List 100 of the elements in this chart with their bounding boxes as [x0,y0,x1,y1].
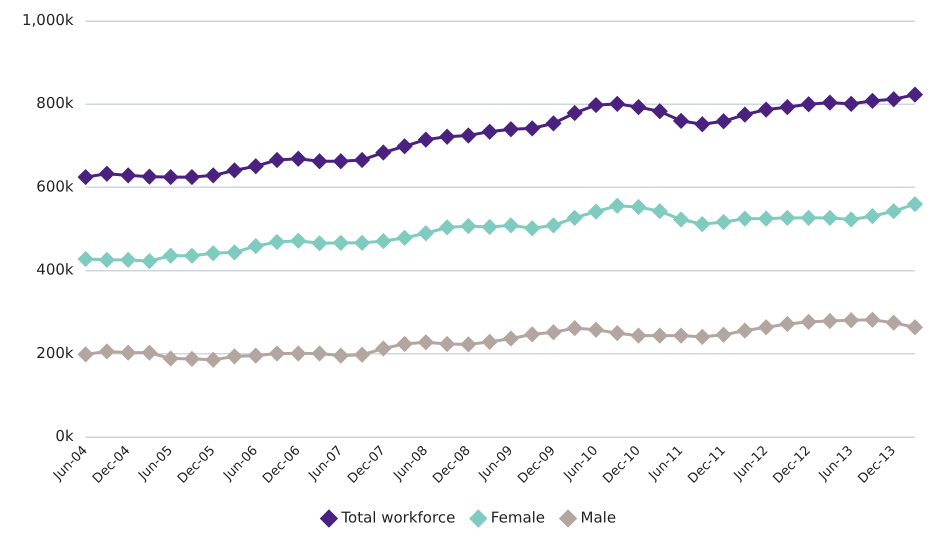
point [290,233,306,248]
point [524,326,540,342]
point [801,210,816,226]
point [333,235,348,250]
point [78,170,94,185]
point [460,336,476,352]
point [248,238,264,254]
point [631,328,646,344]
point [546,116,561,131]
point [248,348,264,364]
point [290,346,306,362]
y-tick-label: 0k [55,427,74,446]
point [482,124,498,140]
point [716,327,732,342]
y-tick-label: 1,000k [22,10,74,29]
legend-label: Total workforce [340,508,456,526]
point [652,328,668,344]
point [99,344,114,359]
point [418,226,434,241]
point [120,252,136,268]
point [588,322,604,338]
point [631,100,646,115]
point [270,152,285,168]
point [844,312,859,328]
y-tick-label: 400k [36,260,74,279]
point [610,326,625,341]
point [652,104,668,119]
point [844,212,859,228]
point [142,254,157,269]
point [440,336,455,352]
point [78,252,94,267]
point [610,96,625,112]
point [588,98,604,113]
point [290,151,306,166]
point [674,113,689,128]
point [99,252,114,268]
point [397,336,412,352]
point [758,320,774,335]
point [780,210,795,226]
point [270,234,285,250]
y-tick-label: 800k [36,94,74,112]
point [694,216,710,232]
point [588,204,604,220]
point [312,154,328,169]
point [440,129,455,144]
point [907,87,922,102]
point [120,345,136,360]
point [312,236,328,251]
point [886,315,902,330]
point [418,334,434,350]
point [822,210,838,226]
point [610,198,625,214]
point [184,248,200,264]
point [907,320,922,335]
point [333,154,348,169]
point [482,220,498,235]
point [716,214,732,230]
point [864,312,880,328]
point [99,166,114,182]
point [163,170,178,185]
point [652,204,668,219]
point [482,334,498,350]
point [206,352,221,368]
point [907,196,922,212]
point [376,234,391,249]
point [163,248,178,264]
point [206,246,221,261]
legend-label: Female [490,508,546,526]
point [397,230,412,246]
point [376,341,391,356]
point [120,168,136,183]
point [226,348,242,364]
point [567,210,582,226]
point [822,314,838,329]
point [886,204,902,219]
point [694,116,710,132]
point [460,128,476,143]
point [758,211,774,226]
point [78,346,94,362]
point [864,93,880,108]
point [524,220,540,236]
point [822,95,838,110]
point [354,152,370,168]
y-tick-label: 200k [36,344,74,362]
point [737,107,752,122]
legend-label: Male [580,508,616,526]
point [567,105,582,120]
point [270,346,285,362]
point [206,168,221,183]
point [780,100,795,115]
point [354,235,370,250]
point [737,211,752,226]
point [801,96,816,112]
point [716,114,732,129]
point [801,314,816,330]
point [226,162,242,178]
point [142,169,157,184]
point [674,328,689,344]
point [780,316,795,332]
point [312,346,328,362]
